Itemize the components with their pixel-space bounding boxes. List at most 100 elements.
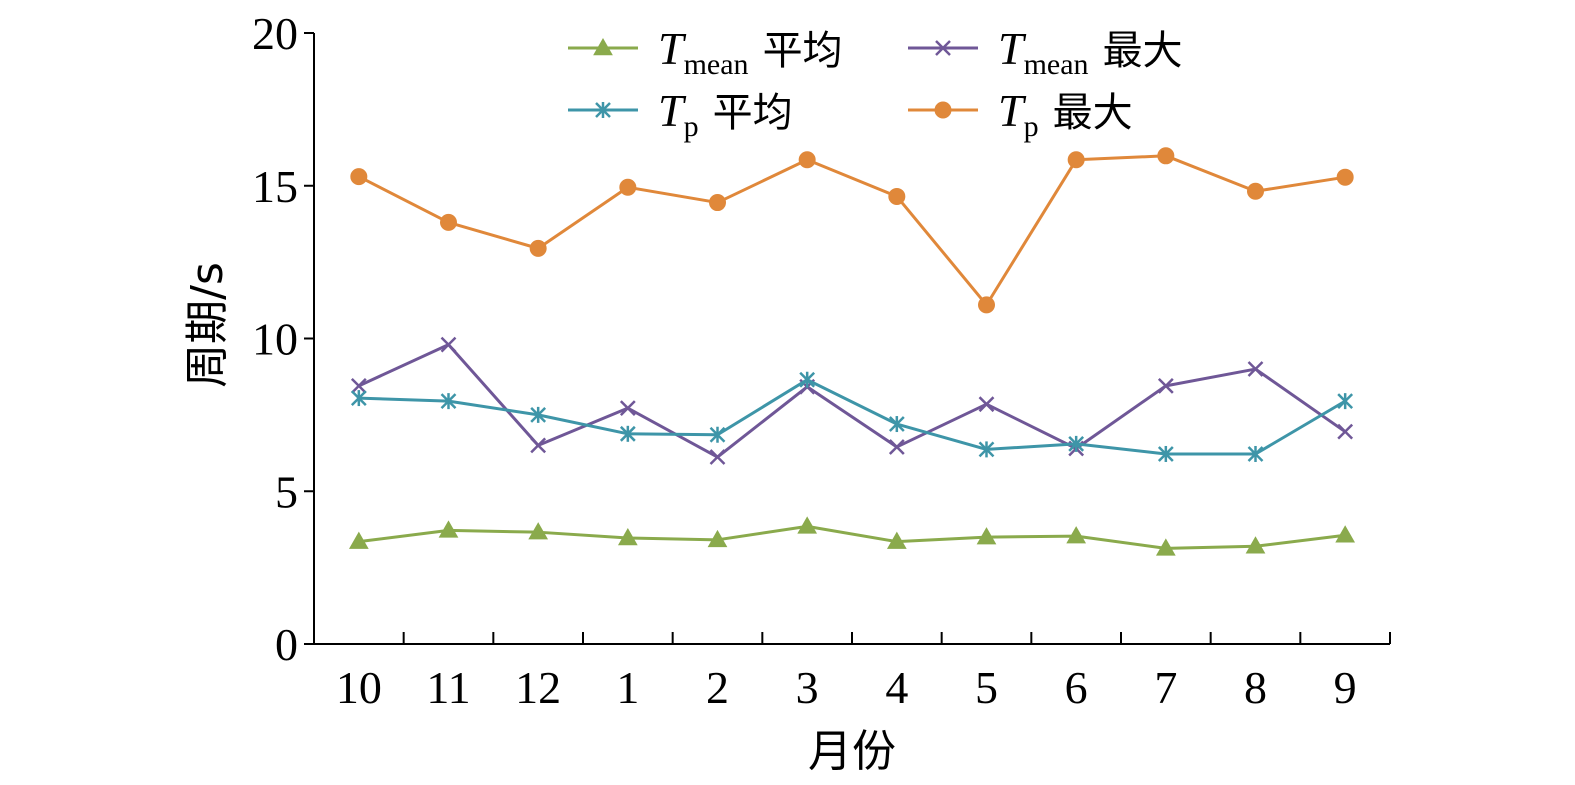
legend-label-main: T	[998, 23, 1027, 74]
x-tick-label: 11	[426, 662, 470, 713]
x-tick-label: 10	[336, 662, 382, 713]
data-point	[440, 336, 457, 353]
series-line	[358, 378, 1346, 456]
data-point	[707, 529, 728, 548]
x-tick-label: 8	[1244, 662, 1267, 713]
data-point	[1155, 538, 1176, 556]
data-point	[709, 426, 726, 443]
data-point	[1337, 423, 1354, 440]
data-point	[1068, 435, 1085, 452]
marker-stroke	[1337, 423, 1354, 440]
marker-stroke	[350, 377, 367, 394]
series-1	[348, 516, 1356, 556]
data-point	[888, 187, 906, 205]
x-tick-label: 2	[706, 662, 729, 713]
data-point	[350, 168, 368, 186]
series-layer	[348, 147, 1356, 556]
legend-label: Tmean 最大	[998, 23, 1183, 81]
y-tick-label: 10	[252, 314, 298, 365]
x-tick-label: 6	[1065, 662, 1088, 713]
marker-stroke	[440, 336, 457, 353]
marker-stroke	[709, 449, 726, 465]
series-line	[358, 343, 1347, 459]
data-point	[350, 377, 367, 394]
data-point	[1337, 393, 1354, 410]
data-point	[530, 437, 547, 454]
data-point	[1335, 525, 1356, 543]
y-tick-label: 15	[252, 161, 298, 212]
series-3	[350, 371, 1354, 462]
legend-label-main: T	[658, 23, 687, 74]
x-tick-label: 1	[616, 662, 639, 713]
x-tick-label: 9	[1334, 662, 1357, 713]
data-point	[978, 441, 995, 458]
x-tick-label: 7	[1154, 662, 1177, 713]
data-point	[1247, 361, 1264, 377]
data-point	[888, 416, 905, 433]
data-point	[348, 531, 369, 549]
legend-marker	[934, 101, 952, 119]
data-point	[799, 371, 816, 388]
legend-item: Tp 最大	[908, 85, 1133, 143]
data-point	[976, 527, 997, 545]
y-tick-label: 5	[275, 466, 298, 517]
y-axis-title: 周期/s	[182, 262, 233, 388]
data-point	[1157, 445, 1174, 462]
data-point	[1336, 168, 1354, 186]
x-tick-label: 12	[515, 662, 561, 713]
legend-label-suffix: 最大	[1053, 90, 1133, 136]
data-point	[709, 194, 726, 212]
marker-stroke	[530, 437, 547, 454]
data-point	[1157, 147, 1175, 165]
data-point	[528, 522, 549, 540]
legend-item: Tmean 最大	[908, 23, 1183, 81]
x-axis-title: 月份	[808, 726, 896, 777]
legend-label-sub: mean	[684, 48, 749, 81]
data-point	[619, 400, 636, 417]
y-tick-label: 20	[252, 8, 298, 59]
legend-label-sub: mean	[1024, 48, 1089, 81]
data-point	[619, 178, 637, 196]
data-point	[619, 425, 636, 442]
data-point	[709, 449, 726, 465]
legend-item: Tp 平均	[568, 85, 793, 143]
legend-label: Tmean 平均	[658, 23, 843, 81]
data-point	[798, 151, 816, 169]
series-line	[358, 524, 1346, 550]
marker-stroke	[1247, 361, 1264, 377]
data-point	[886, 531, 907, 549]
legend-marker	[595, 102, 611, 118]
marker-stroke	[935, 40, 951, 56]
legend-item: Tmean 平均	[568, 23, 843, 81]
data-point	[978, 396, 995, 413]
marker-stroke	[888, 439, 905, 455]
data-point	[1157, 377, 1174, 394]
x-tick-label: 4	[885, 662, 908, 713]
data-point	[797, 516, 818, 534]
legend: Tmean 平均 Tmean 最大 Tp 平均 Tp 最大	[568, 23, 1183, 143]
data-point	[438, 520, 459, 538]
data-point	[440, 213, 457, 231]
legend-label-main: T	[658, 85, 687, 136]
data-point	[529, 239, 547, 257]
data-point	[1247, 445, 1264, 462]
x-tick-label: 3	[796, 662, 819, 713]
legend-marker	[593, 37, 613, 56]
data-point	[1067, 151, 1085, 169]
data-point	[1247, 182, 1264, 200]
marker-stroke	[1157, 377, 1174, 394]
legend-label-suffix: 最大	[1103, 28, 1183, 74]
x-tick-label: 5	[975, 662, 998, 713]
legend-label-suffix: 平均	[763, 28, 843, 74]
series-4	[350, 147, 1354, 314]
data-point	[530, 406, 547, 423]
legend-label: Tp 平均	[658, 85, 793, 143]
data-point	[978, 296, 995, 314]
marker-stroke	[619, 400, 636, 417]
data-point	[1245, 536, 1266, 554]
legend-label-main: T	[998, 85, 1027, 136]
series-line	[358, 154, 1346, 307]
